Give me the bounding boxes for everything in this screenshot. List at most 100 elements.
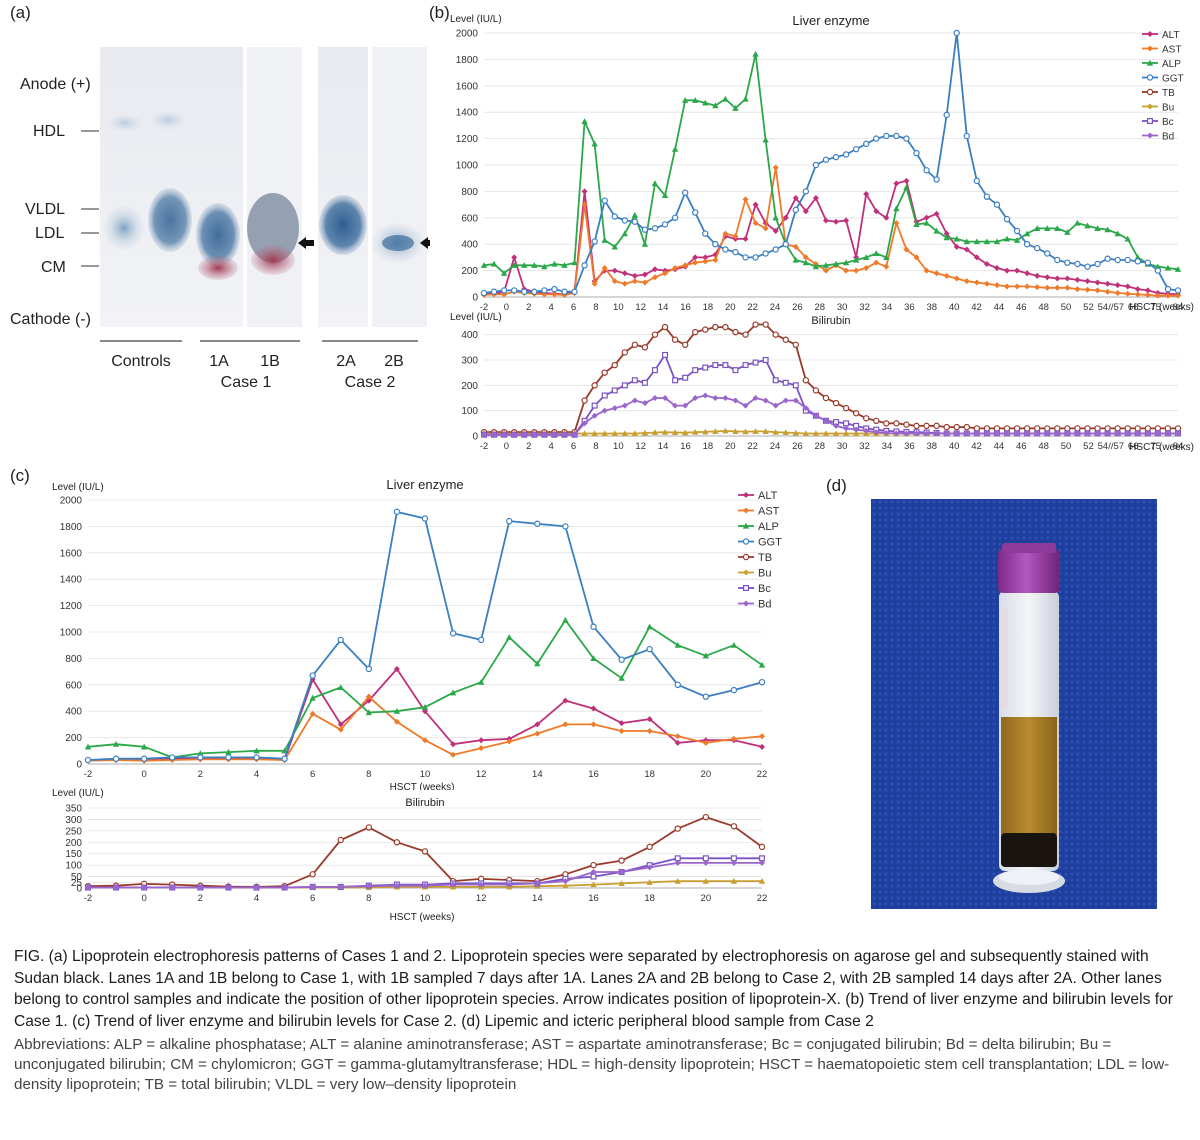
data-point-GGT <box>562 523 569 530</box>
data-point-Bd <box>682 402 689 409</box>
legend-marker-ALT <box>1147 31 1153 37</box>
data-point-AST <box>722 230 729 237</box>
x-tick-label: 8 <box>593 302 598 313</box>
data-point-GGT <box>534 520 541 527</box>
data-point-AST <box>702 258 709 265</box>
data-point-AST <box>1064 284 1071 291</box>
data-point-Bc <box>692 367 699 374</box>
data-point-ALT <box>641 271 648 278</box>
data-point-Bd <box>1164 430 1171 437</box>
x-tick-label: 50 <box>1061 302 1072 313</box>
data-point-Bu <box>581 430 588 437</box>
data-point-GGT <box>1074 260 1081 268</box>
x-tick-label: 2 <box>198 893 203 904</box>
data-point-ALP <box>1013 237 1021 243</box>
data-point-ALP <box>651 180 659 187</box>
data-point-ALT <box>772 228 779 234</box>
data-point-AST <box>450 751 457 758</box>
data-point-Bd <box>571 431 578 438</box>
x-tick-label: 24 <box>770 302 781 313</box>
data-point-AST <box>682 262 689 269</box>
data-point-AST <box>712 257 719 264</box>
data-point-Bc <box>792 382 799 389</box>
data-point-Bd <box>253 884 260 891</box>
x-tick-label: 0 <box>504 302 509 313</box>
data-point-Bd <box>281 884 288 891</box>
data-point-Bd <box>1144 430 1151 437</box>
data-point-Bd <box>742 402 749 409</box>
data-point-ALP <box>1154 263 1162 270</box>
data-point-Bd <box>1064 430 1071 437</box>
data-point-TB <box>873 417 880 425</box>
x-tick-label: 24 <box>770 441 781 452</box>
data-point-AST <box>591 280 598 287</box>
data-point-ALP <box>1044 225 1051 231</box>
legend-label-GGT: GGT <box>1162 74 1184 85</box>
data-point-GGT <box>963 132 970 140</box>
data-point-Bu <box>590 881 597 888</box>
data-point-AST <box>1104 288 1111 295</box>
data-point-Bd <box>893 430 900 437</box>
y-tick-label: 400 <box>461 240 478 251</box>
data-point-AST <box>963 278 970 285</box>
data-point-Bu <box>611 430 618 437</box>
data-point-Bd <box>702 392 709 399</box>
x-tick-label: 26 <box>792 302 803 313</box>
data-point-ALP <box>112 741 120 747</box>
data-point-GGT <box>1084 263 1091 270</box>
data-point-Bd <box>1084 430 1091 437</box>
x-tick-label: 16 <box>588 893 599 904</box>
x-tick-label: 44 <box>994 302 1005 313</box>
data-point-TB <box>671 336 679 343</box>
legend-label-ALP: ALP <box>1162 59 1181 70</box>
data-point-AST <box>1144 292 1151 299</box>
data-point-Bu <box>762 428 769 435</box>
series-GGT <box>480 29 1182 297</box>
data-point-AST <box>973 279 980 286</box>
data-point-ALP <box>732 105 739 111</box>
data-point-GGT <box>832 153 840 161</box>
data-point-ALP <box>197 750 204 757</box>
data-point-GGT <box>742 254 749 261</box>
legend-marker-GGT <box>742 538 750 545</box>
data-point-ALP <box>551 260 558 267</box>
data-point-Bd <box>933 430 940 437</box>
data-point-AST <box>611 278 618 285</box>
data-point-Bd <box>1024 430 1031 437</box>
x-tick-label: 16 <box>680 441 691 452</box>
x-axis-label: HSCT (weeks) <box>390 782 455 790</box>
data-point-Bu <box>562 882 569 889</box>
data-point-GGT <box>449 630 457 637</box>
data-point-Bc <box>732 367 739 374</box>
data-point-AST <box>792 243 799 250</box>
data-point-AST <box>534 730 541 737</box>
data-point-ALP <box>842 259 850 266</box>
series-ALT <box>85 665 765 764</box>
data-point-AST <box>1024 283 1031 290</box>
data-point-AST <box>551 291 558 298</box>
data-point-ALP <box>712 102 719 109</box>
series-Bd <box>85 859 765 891</box>
x-tick-label: 52 <box>1083 302 1094 313</box>
data-point-TB <box>903 421 910 428</box>
data-point-ALT <box>534 721 541 728</box>
legend-item-ALT: ALT <box>1142 30 1180 41</box>
data-point-ALP <box>611 243 618 250</box>
cm-label: CM <box>41 259 66 276</box>
data-point-Bd <box>365 883 372 890</box>
data-point-ALT <box>450 741 457 748</box>
data-point-AST <box>646 728 653 734</box>
data-point-Bd <box>672 402 679 409</box>
data-point-TB <box>692 328 699 336</box>
data-point-TB <box>973 425 981 432</box>
anode-label: Anode (+) <box>20 76 91 93</box>
data-point-TB <box>1033 425 1041 432</box>
data-point-TB <box>832 399 840 407</box>
x-tick-label: 20 <box>701 893 712 904</box>
data-point-GGT <box>923 167 930 174</box>
data-point-Bd <box>113 884 120 891</box>
data-point-TB <box>802 377 810 384</box>
y-tick-label: 0 <box>472 293 478 304</box>
data-point-GGT <box>1044 250 1051 257</box>
data-point-AST <box>631 278 638 285</box>
